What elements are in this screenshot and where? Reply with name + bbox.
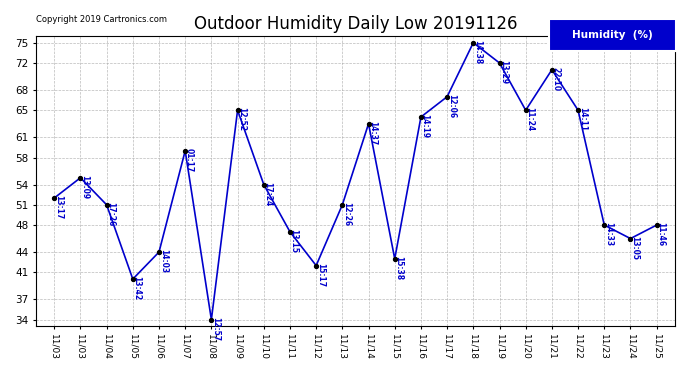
Text: 13:05: 13:05: [630, 236, 639, 260]
Point: [101, 202, 112, 208]
Point: [310, 262, 322, 268]
Text: 12:52: 12:52: [237, 108, 246, 132]
Point: [651, 222, 662, 228]
Point: [415, 114, 426, 120]
Text: 13:42: 13:42: [132, 276, 141, 300]
Text: 14:38: 14:38: [473, 40, 482, 64]
Text: 11:46: 11:46: [656, 222, 665, 246]
Text: 22:10: 22:10: [551, 67, 560, 91]
Text: 17:24: 17:24: [264, 182, 273, 206]
Text: 01:17: 01:17: [185, 148, 194, 172]
Text: 17:26: 17:26: [106, 202, 115, 226]
Point: [127, 276, 138, 282]
Point: [49, 195, 60, 201]
Point: [599, 222, 610, 228]
Text: 14:33: 14:33: [604, 222, 613, 246]
Text: 15:17: 15:17: [316, 263, 325, 287]
Text: 14:03: 14:03: [159, 249, 168, 273]
Point: [75, 175, 86, 181]
Text: 12:57: 12:57: [211, 317, 220, 341]
Point: [546, 67, 558, 73]
Text: 14:11: 14:11: [578, 108, 586, 132]
Text: Copyright 2019 Cartronics.com: Copyright 2019 Cartronics.com: [36, 15, 167, 24]
Point: [258, 182, 269, 188]
Text: 14:37: 14:37: [368, 121, 377, 145]
Point: [468, 40, 479, 46]
Point: [153, 249, 164, 255]
Point: [179, 148, 190, 154]
Point: [389, 256, 400, 262]
Point: [363, 121, 374, 127]
Point: [625, 236, 636, 242]
Text: 13:15: 13:15: [290, 229, 299, 253]
Text: 11:24: 11:24: [525, 108, 534, 132]
Point: [232, 107, 243, 113]
Point: [494, 60, 505, 66]
Point: [520, 107, 531, 113]
Text: 13:17: 13:17: [54, 195, 63, 219]
Text: 13:09: 13:09: [80, 175, 89, 199]
Text: 12:26: 12:26: [342, 202, 351, 226]
Point: [442, 94, 453, 100]
Title: Outdoor Humidity Daily Low 20191126: Outdoor Humidity Daily Low 20191126: [194, 15, 518, 33]
Point: [573, 107, 584, 113]
Text: 12:06: 12:06: [447, 94, 456, 118]
Point: [206, 316, 217, 322]
Point: [284, 229, 295, 235]
Point: [337, 202, 348, 208]
Text: Humidity  (%): Humidity (%): [572, 30, 653, 40]
Text: 15:38: 15:38: [395, 256, 404, 280]
Text: 14:19: 14:19: [421, 114, 430, 138]
Text: 13:29: 13:29: [499, 60, 508, 84]
